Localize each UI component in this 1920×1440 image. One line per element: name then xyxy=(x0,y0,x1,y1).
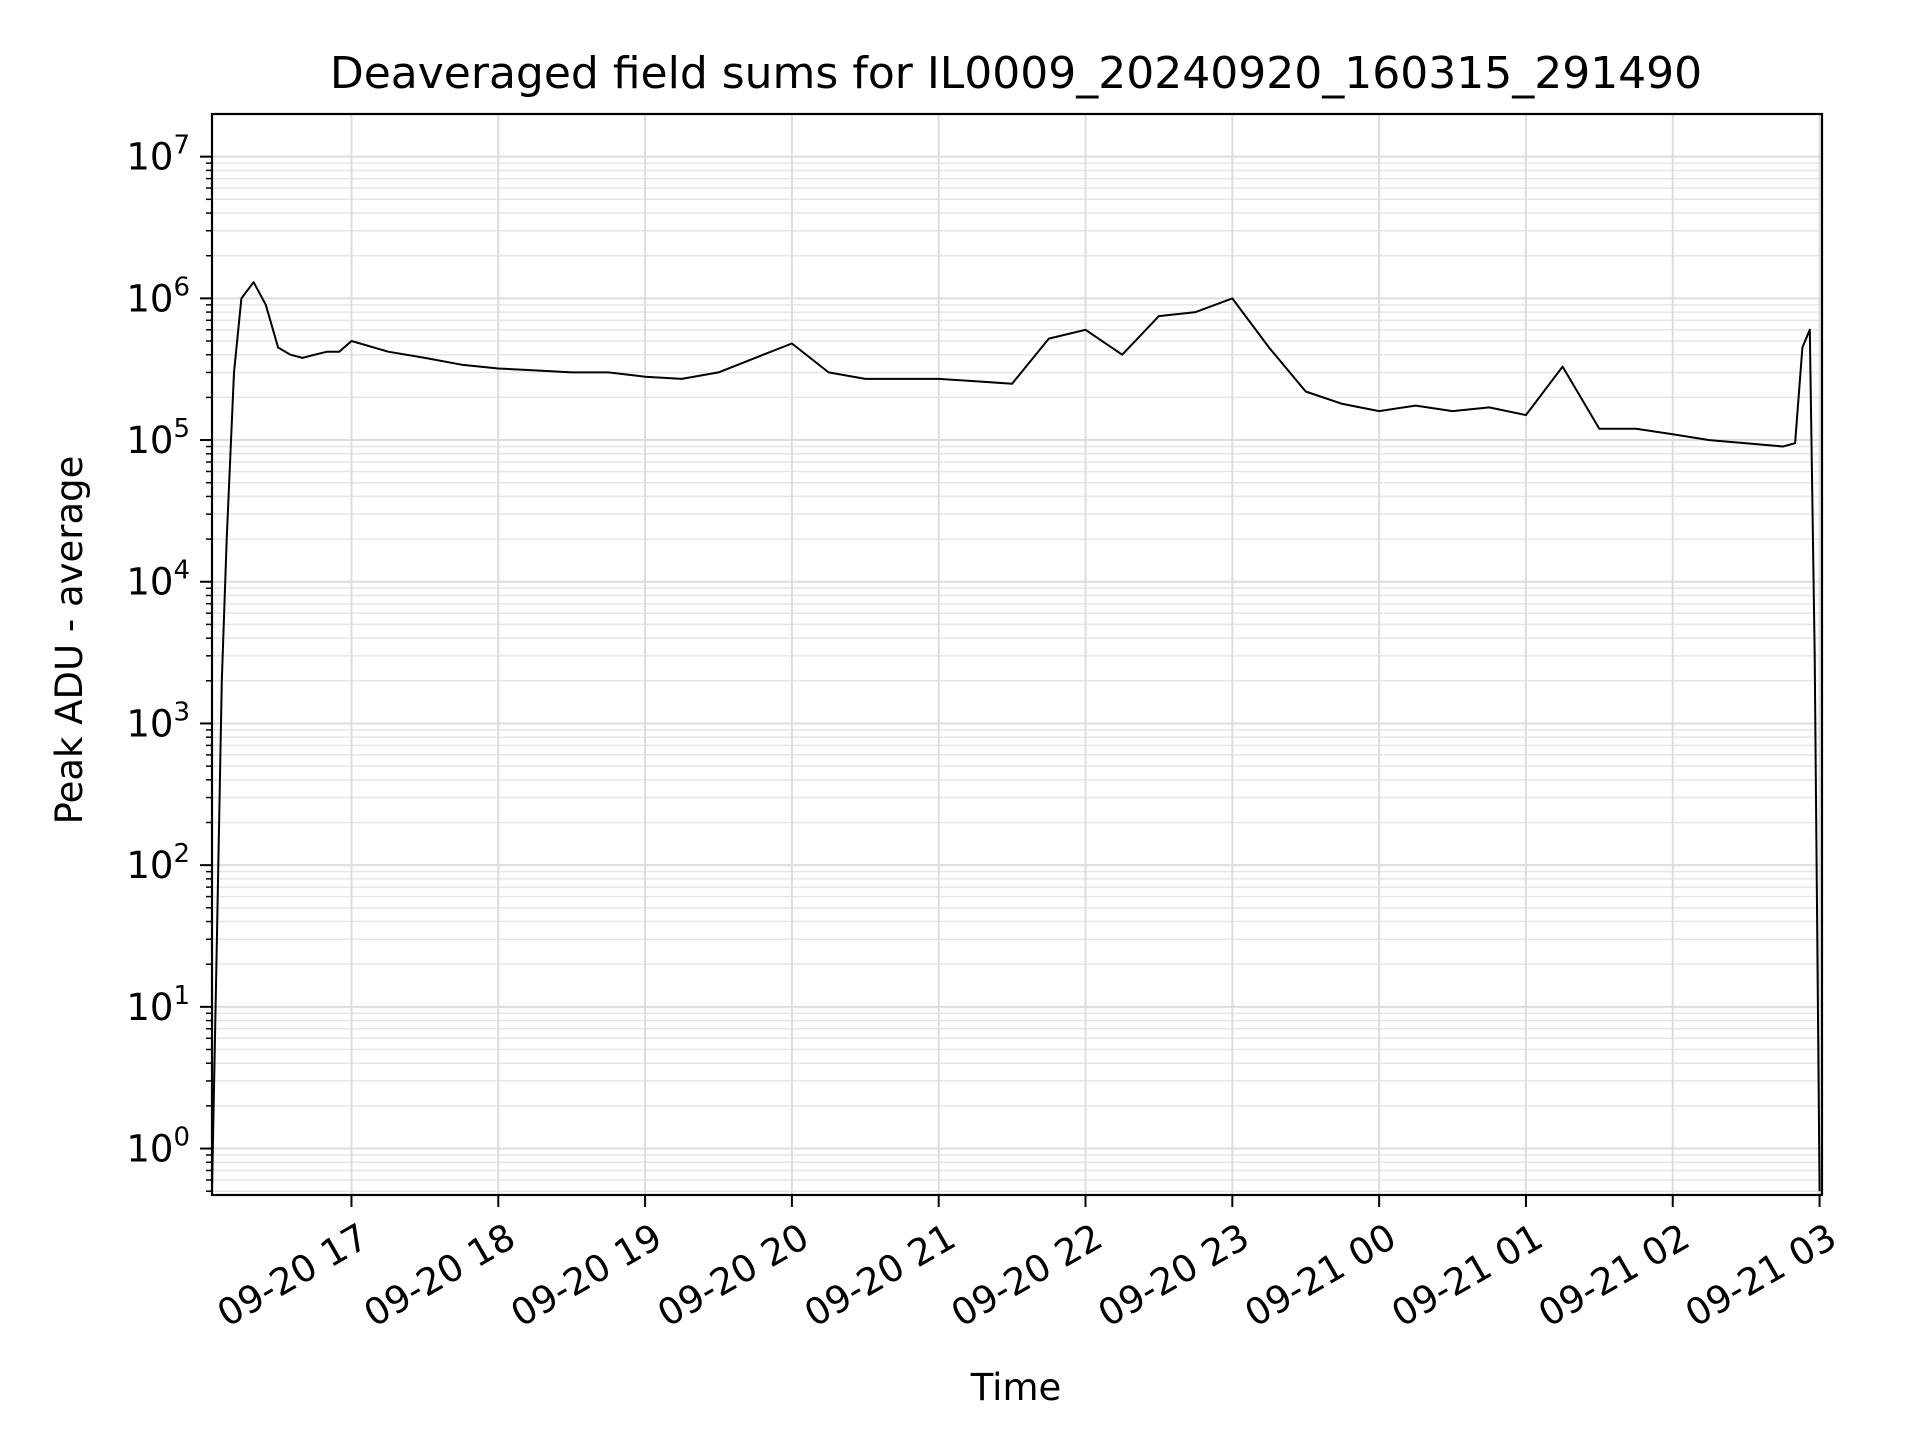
y-axis-label: Peak ADU - average xyxy=(48,456,91,825)
x-tick-label: 09-20 23 xyxy=(1091,1215,1257,1335)
chart-title: Deaveraged field sums for IL0009_2024092… xyxy=(330,48,1702,99)
x-tick-label: 09-20 21 xyxy=(797,1215,963,1335)
x-tick-label: 09-20 20 xyxy=(650,1215,816,1335)
x-tick-label: 09-20 18 xyxy=(357,1215,523,1335)
y-axis: 100 101 102 103 104 105 106 107 xyxy=(126,131,212,1192)
y-tick-label: 105 xyxy=(126,414,190,462)
x-tick-label: 09-20 19 xyxy=(504,1215,670,1335)
y-tick-label: 103 xyxy=(126,697,190,745)
series-line xyxy=(211,281,1821,1192)
x-tick-label: 09-21 02 xyxy=(1531,1215,1697,1335)
y-tick-label: 100 xyxy=(126,1123,190,1171)
x-axis-label: Time xyxy=(970,1366,1062,1409)
x-tick-label: 09-21 00 xyxy=(1238,1215,1404,1335)
x-tick-label: 09-21 01 xyxy=(1384,1215,1550,1335)
grid xyxy=(212,114,1822,1195)
x-tick-label: 09-20 22 xyxy=(944,1215,1110,1335)
y-tick-label: 101 xyxy=(126,981,190,1029)
y-tick-label: 102 xyxy=(126,839,190,887)
plot-frame xyxy=(210,112,1824,1197)
x-tick-label: 09-21 03 xyxy=(1678,1215,1844,1335)
series-layer xyxy=(211,281,1821,1192)
y-tick-label: 106 xyxy=(126,272,190,320)
y-tick-label: 104 xyxy=(126,556,190,604)
x-tick-label: 09-20 17 xyxy=(210,1215,376,1335)
y-tick-label: 107 xyxy=(126,131,190,179)
